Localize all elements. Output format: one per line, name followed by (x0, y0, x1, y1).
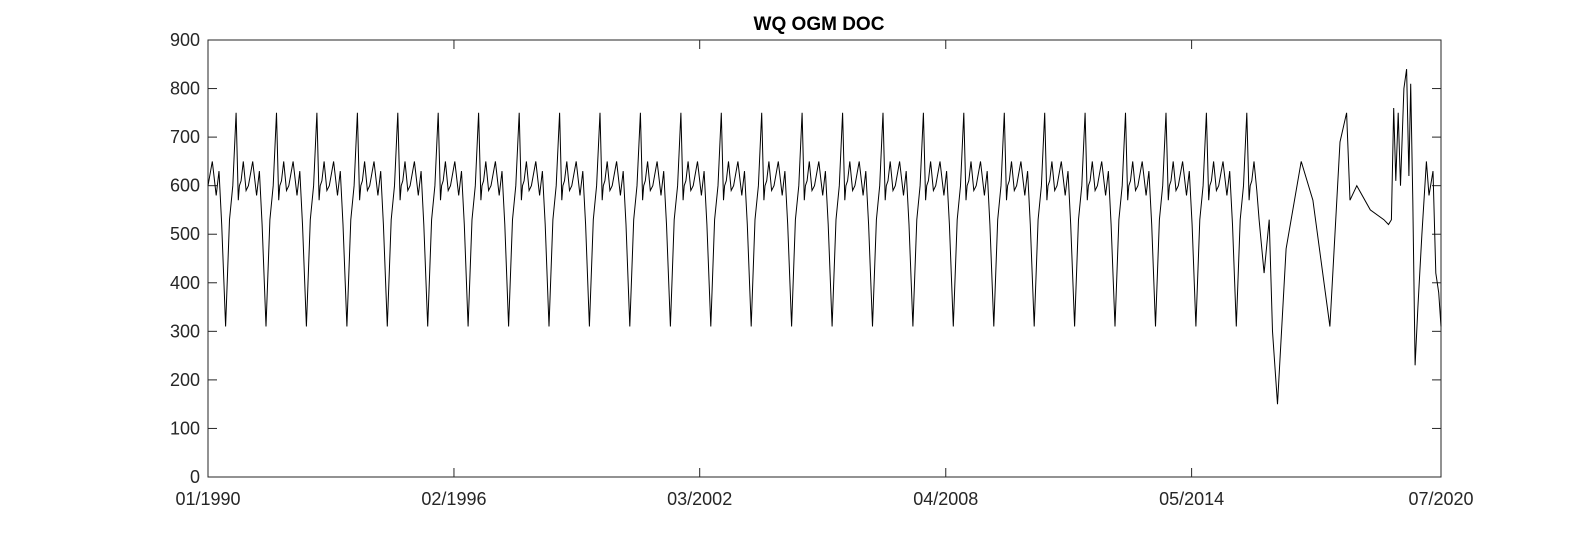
y-axis: 0 100 200 300 400 500 600 700 800 900 (170, 30, 1441, 487)
chart-title: WQ OGM DOC (754, 14, 885, 35)
y-tick-label: 900 (170, 30, 200, 50)
y-tick-label: 600 (170, 176, 200, 196)
x-axis: 01/1990 02/1996 03/2002 04/2008 05/2014 07/20… (175, 40, 1474, 509)
y-tick-label: 400 (170, 273, 200, 293)
y-tick-label: 300 (170, 321, 200, 341)
y-tick-label: 700 (170, 127, 200, 147)
series-line (207, 69, 1442, 405)
x-tick-label: 03/2002 (667, 489, 732, 509)
x-tick-label: 04/2008 (913, 489, 978, 509)
y-tick-label: 200 (170, 370, 200, 390)
y-tick-label: 100 (170, 418, 200, 438)
x-tick-label: 07/2020 (1408, 489, 1473, 509)
x-tick-label: 02/1996 (421, 489, 486, 509)
x-tick-label: 01/1990 (175, 489, 240, 509)
y-tick-label: 800 (170, 79, 200, 99)
plot-frame (207, 39, 1442, 478)
y-tick-label: 500 (170, 224, 200, 244)
x-tick-label: 05/2014 (1159, 489, 1224, 509)
y-tick-label: 0 (190, 467, 200, 487)
